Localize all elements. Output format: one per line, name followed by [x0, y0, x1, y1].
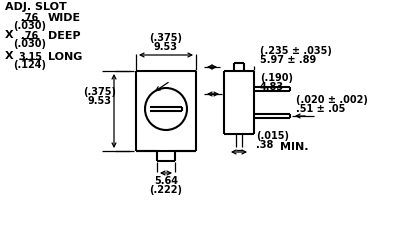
Text: (.030): (.030) [14, 21, 46, 31]
Text: 3.15: 3.15 [18, 52, 42, 62]
Text: (.015): (.015) [256, 131, 289, 141]
Text: .38: .38 [256, 140, 273, 150]
Text: .76: .76 [21, 31, 39, 41]
Text: 4.83: 4.83 [260, 82, 284, 92]
Text: WIDE: WIDE [48, 13, 81, 23]
Text: (.124): (.124) [14, 60, 46, 70]
Text: (.030): (.030) [14, 39, 46, 49]
Text: MIN.: MIN. [280, 142, 308, 152]
Text: LONG: LONG [48, 52, 82, 62]
Text: (.190): (.190) [260, 73, 293, 83]
Text: (.375): (.375) [150, 33, 182, 43]
Text: (.235 ± .035): (.235 ± .035) [260, 46, 332, 56]
Text: .76: .76 [21, 13, 39, 23]
Text: DEEP: DEEP [48, 31, 81, 41]
Text: 9.53: 9.53 [88, 96, 112, 106]
Text: 5.64: 5.64 [154, 176, 178, 186]
Text: .51 ± .05: .51 ± .05 [296, 104, 345, 114]
Text: (.222): (.222) [150, 185, 182, 195]
Text: (.375): (.375) [84, 87, 116, 97]
Text: (.020 ± .002): (.020 ± .002) [296, 95, 368, 105]
Text: ADJ. SLOT: ADJ. SLOT [5, 2, 67, 12]
Text: 5.97 ± .89: 5.97 ± .89 [260, 55, 316, 65]
Text: X: X [5, 51, 14, 61]
Text: X: X [5, 30, 14, 40]
Text: 9.53: 9.53 [154, 42, 178, 52]
